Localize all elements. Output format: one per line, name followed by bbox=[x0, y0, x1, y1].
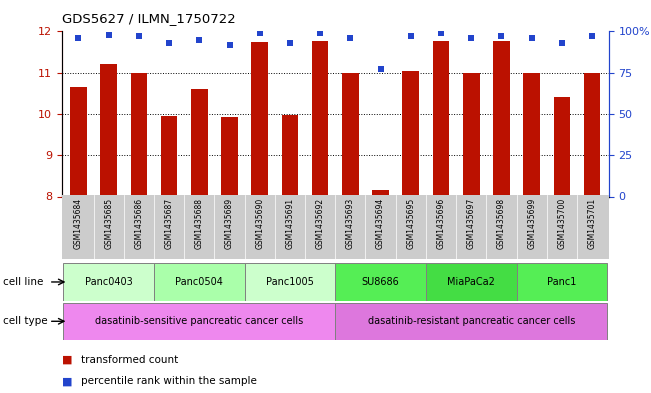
Point bbox=[133, 33, 144, 40]
Bar bbox=[493, 40, 510, 196]
Text: GSM1435685: GSM1435685 bbox=[104, 198, 113, 249]
Point bbox=[406, 33, 416, 40]
Text: dasatinib-sensitive pancreatic cancer cells: dasatinib-sensitive pancreatic cancer ce… bbox=[95, 316, 303, 326]
Text: ■: ■ bbox=[62, 376, 72, 386]
Text: GSM1435696: GSM1435696 bbox=[437, 198, 445, 249]
Text: ■: ■ bbox=[62, 354, 72, 365]
Bar bbox=[70, 87, 87, 196]
Text: GSM1435689: GSM1435689 bbox=[225, 198, 234, 249]
Text: GSM1435684: GSM1435684 bbox=[74, 198, 83, 249]
Point bbox=[496, 33, 506, 40]
Point bbox=[104, 31, 114, 38]
Point bbox=[284, 40, 295, 46]
Text: Panc0504: Panc0504 bbox=[175, 277, 223, 287]
Text: GSM1435692: GSM1435692 bbox=[316, 198, 325, 249]
Bar bbox=[63, 263, 154, 301]
Text: dasatinib-resistant pancreatic cancer cells: dasatinib-resistant pancreatic cancer ce… bbox=[368, 316, 575, 326]
Bar bbox=[63, 303, 335, 340]
Text: GSM1435698: GSM1435698 bbox=[497, 198, 506, 249]
Text: MiaPaCa2: MiaPaCa2 bbox=[447, 277, 495, 287]
Text: GSM1435701: GSM1435701 bbox=[588, 198, 596, 249]
Bar bbox=[282, 115, 298, 196]
Point bbox=[466, 35, 477, 41]
Point bbox=[345, 35, 355, 41]
Bar bbox=[221, 117, 238, 196]
Text: SU8686: SU8686 bbox=[362, 277, 400, 287]
Point bbox=[164, 40, 174, 46]
Bar bbox=[372, 190, 389, 196]
Bar bbox=[312, 40, 329, 196]
Bar bbox=[335, 303, 607, 340]
Bar bbox=[433, 40, 449, 196]
Bar bbox=[335, 263, 426, 301]
Point bbox=[527, 35, 537, 41]
Text: GSM1435686: GSM1435686 bbox=[134, 198, 143, 249]
Bar bbox=[191, 89, 208, 196]
Text: GSM1435693: GSM1435693 bbox=[346, 198, 355, 249]
Bar bbox=[251, 42, 268, 196]
Bar bbox=[245, 263, 335, 301]
Text: Panc1005: Panc1005 bbox=[266, 277, 314, 287]
Point bbox=[315, 30, 326, 36]
Point bbox=[225, 42, 235, 48]
Text: Panc1: Panc1 bbox=[547, 277, 577, 287]
Bar bbox=[516, 263, 607, 301]
Text: transformed count: transformed count bbox=[81, 354, 178, 365]
Point bbox=[436, 30, 446, 36]
Text: percentile rank within the sample: percentile rank within the sample bbox=[81, 376, 257, 386]
Text: GSM1435694: GSM1435694 bbox=[376, 198, 385, 249]
Bar bbox=[426, 263, 516, 301]
Bar bbox=[402, 71, 419, 196]
Bar bbox=[131, 73, 147, 196]
Bar bbox=[463, 73, 480, 196]
Bar bbox=[584, 73, 600, 196]
Point bbox=[74, 35, 84, 41]
Bar bbox=[523, 73, 540, 196]
Text: GSM1435687: GSM1435687 bbox=[165, 198, 174, 249]
Point bbox=[376, 66, 386, 73]
Point bbox=[557, 40, 567, 46]
Text: GDS5627 / ILMN_1750722: GDS5627 / ILMN_1750722 bbox=[62, 12, 236, 25]
Point bbox=[587, 33, 597, 40]
Text: GSM1435700: GSM1435700 bbox=[557, 198, 566, 249]
Point bbox=[255, 30, 265, 36]
Text: cell line: cell line bbox=[3, 277, 44, 287]
Text: Panc0403: Panc0403 bbox=[85, 277, 133, 287]
Bar bbox=[161, 116, 178, 196]
Text: cell type: cell type bbox=[3, 316, 48, 326]
Text: GSM1435695: GSM1435695 bbox=[406, 198, 415, 249]
Bar bbox=[553, 97, 570, 196]
Point bbox=[194, 37, 204, 43]
Text: GSM1435691: GSM1435691 bbox=[285, 198, 294, 249]
Bar bbox=[100, 64, 117, 196]
Bar bbox=[342, 73, 359, 196]
Bar bbox=[154, 263, 245, 301]
Text: GSM1435688: GSM1435688 bbox=[195, 198, 204, 249]
Text: GSM1435699: GSM1435699 bbox=[527, 198, 536, 249]
Text: GSM1435690: GSM1435690 bbox=[255, 198, 264, 249]
Text: GSM1435697: GSM1435697 bbox=[467, 198, 476, 249]
